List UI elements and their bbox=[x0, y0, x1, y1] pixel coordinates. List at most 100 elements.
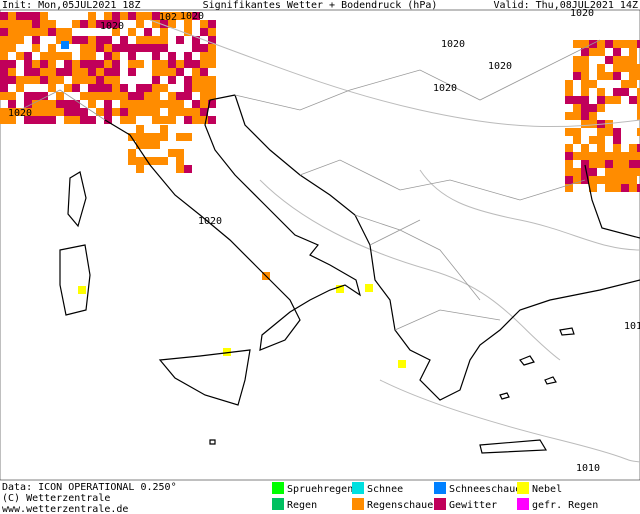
isobar-label: 1020 bbox=[441, 39, 465, 50]
precip-cell bbox=[565, 176, 573, 184]
precip-cell bbox=[112, 76, 120, 84]
precip-cell bbox=[56, 28, 64, 36]
precip-cell bbox=[613, 152, 621, 160]
website: www.wetterzentrale.de bbox=[2, 504, 128, 514]
precip-cell bbox=[104, 108, 112, 116]
precip-cell bbox=[72, 108, 80, 116]
precip-cell bbox=[152, 157, 160, 165]
precip-cell bbox=[152, 52, 160, 60]
isobar-label: 102 bbox=[159, 12, 177, 23]
precip-cell bbox=[96, 108, 104, 116]
precip-cell bbox=[32, 60, 40, 68]
precip-cell bbox=[48, 84, 56, 92]
precip-cell bbox=[88, 52, 96, 60]
precip-cell bbox=[152, 60, 160, 68]
precip-cell bbox=[168, 12, 176, 20]
precip-cell bbox=[160, 125, 168, 133]
precip-cell bbox=[597, 176, 605, 184]
precip-cell bbox=[637, 160, 640, 168]
precip-cell bbox=[605, 176, 613, 184]
precip-cell bbox=[621, 88, 629, 96]
precip-cell bbox=[184, 116, 192, 124]
precip-cell bbox=[96, 60, 104, 68]
precip-cell bbox=[64, 100, 72, 108]
precip-cell bbox=[621, 168, 629, 176]
precip-cell bbox=[8, 100, 16, 108]
precip-cell bbox=[8, 36, 16, 44]
legend-swatch bbox=[272, 482, 284, 494]
precip-cell bbox=[637, 64, 640, 72]
precip-cell bbox=[128, 149, 136, 157]
precip-cell bbox=[144, 108, 152, 116]
map-title: Signifikantes Wetter + Bodendruck (hPa) bbox=[203, 0, 438, 11]
precip-cell bbox=[96, 68, 104, 76]
precip-cell bbox=[398, 360, 406, 368]
precip-cell bbox=[80, 108, 88, 116]
isobar-label: 101 bbox=[624, 321, 640, 332]
precip-cell bbox=[192, 84, 200, 92]
precip-cell bbox=[613, 96, 621, 104]
precip-cell bbox=[64, 60, 72, 68]
precip-cell bbox=[24, 76, 32, 84]
precip-cell bbox=[629, 40, 637, 48]
precip-cell bbox=[0, 36, 8, 44]
precip-cell bbox=[176, 149, 184, 157]
precip-cell bbox=[112, 92, 120, 100]
precip-cell bbox=[629, 56, 637, 64]
precip-cell bbox=[24, 108, 32, 116]
precip-cell bbox=[48, 68, 56, 76]
precip-cell bbox=[597, 48, 605, 56]
precip-cell bbox=[144, 92, 152, 100]
precip-cell bbox=[160, 20, 168, 28]
precip-cell bbox=[223, 348, 231, 356]
precip-cell bbox=[613, 176, 621, 184]
precip-cell bbox=[200, 76, 208, 84]
precip-cell bbox=[581, 72, 589, 80]
precip-cell bbox=[128, 108, 136, 116]
precip-cell bbox=[120, 100, 128, 108]
precip-cell bbox=[96, 36, 104, 44]
precip-cell bbox=[88, 60, 96, 68]
precip-cell bbox=[192, 60, 200, 68]
precip-cell bbox=[200, 52, 208, 60]
precip-cell bbox=[40, 108, 48, 116]
precip-cell bbox=[573, 64, 581, 72]
precip-cell bbox=[629, 152, 637, 160]
precip-cell bbox=[637, 184, 640, 192]
precip-cell bbox=[160, 36, 168, 44]
precip-cell bbox=[56, 52, 64, 60]
precip-cell bbox=[200, 20, 208, 28]
precip-cell bbox=[565, 144, 573, 152]
precip-cell bbox=[40, 12, 48, 20]
precip-cell bbox=[565, 96, 573, 104]
precip-cell bbox=[120, 84, 128, 92]
precip-cell bbox=[621, 160, 629, 168]
precip-cell bbox=[128, 28, 136, 36]
precip-cell bbox=[32, 100, 40, 108]
precip-cell bbox=[629, 160, 637, 168]
precip-cell bbox=[104, 116, 112, 124]
precip-cell bbox=[621, 40, 629, 48]
precip-cell bbox=[144, 28, 152, 36]
precip-cell bbox=[581, 160, 589, 168]
precip-cell bbox=[192, 116, 200, 124]
precip-cell bbox=[88, 36, 96, 44]
precip-cell bbox=[136, 84, 144, 92]
precip-cell bbox=[589, 152, 597, 160]
precip-cell bbox=[581, 48, 589, 56]
legend-label: Gewitter bbox=[449, 500, 497, 511]
precip-cell bbox=[136, 92, 144, 100]
precip-cell bbox=[160, 68, 168, 76]
precip-cell bbox=[192, 108, 200, 116]
precip-cell bbox=[112, 20, 120, 28]
precip-cell bbox=[80, 36, 88, 44]
coastline-sicily bbox=[158, 349, 251, 406]
precip-cell bbox=[613, 184, 621, 192]
precip-cell bbox=[128, 12, 136, 20]
precip-cell bbox=[88, 68, 96, 76]
precip-cell bbox=[144, 100, 152, 108]
precip-cell bbox=[605, 120, 613, 128]
legend-swatch bbox=[434, 482, 446, 494]
precip-cell bbox=[152, 84, 160, 92]
precip-cell bbox=[152, 20, 160, 28]
